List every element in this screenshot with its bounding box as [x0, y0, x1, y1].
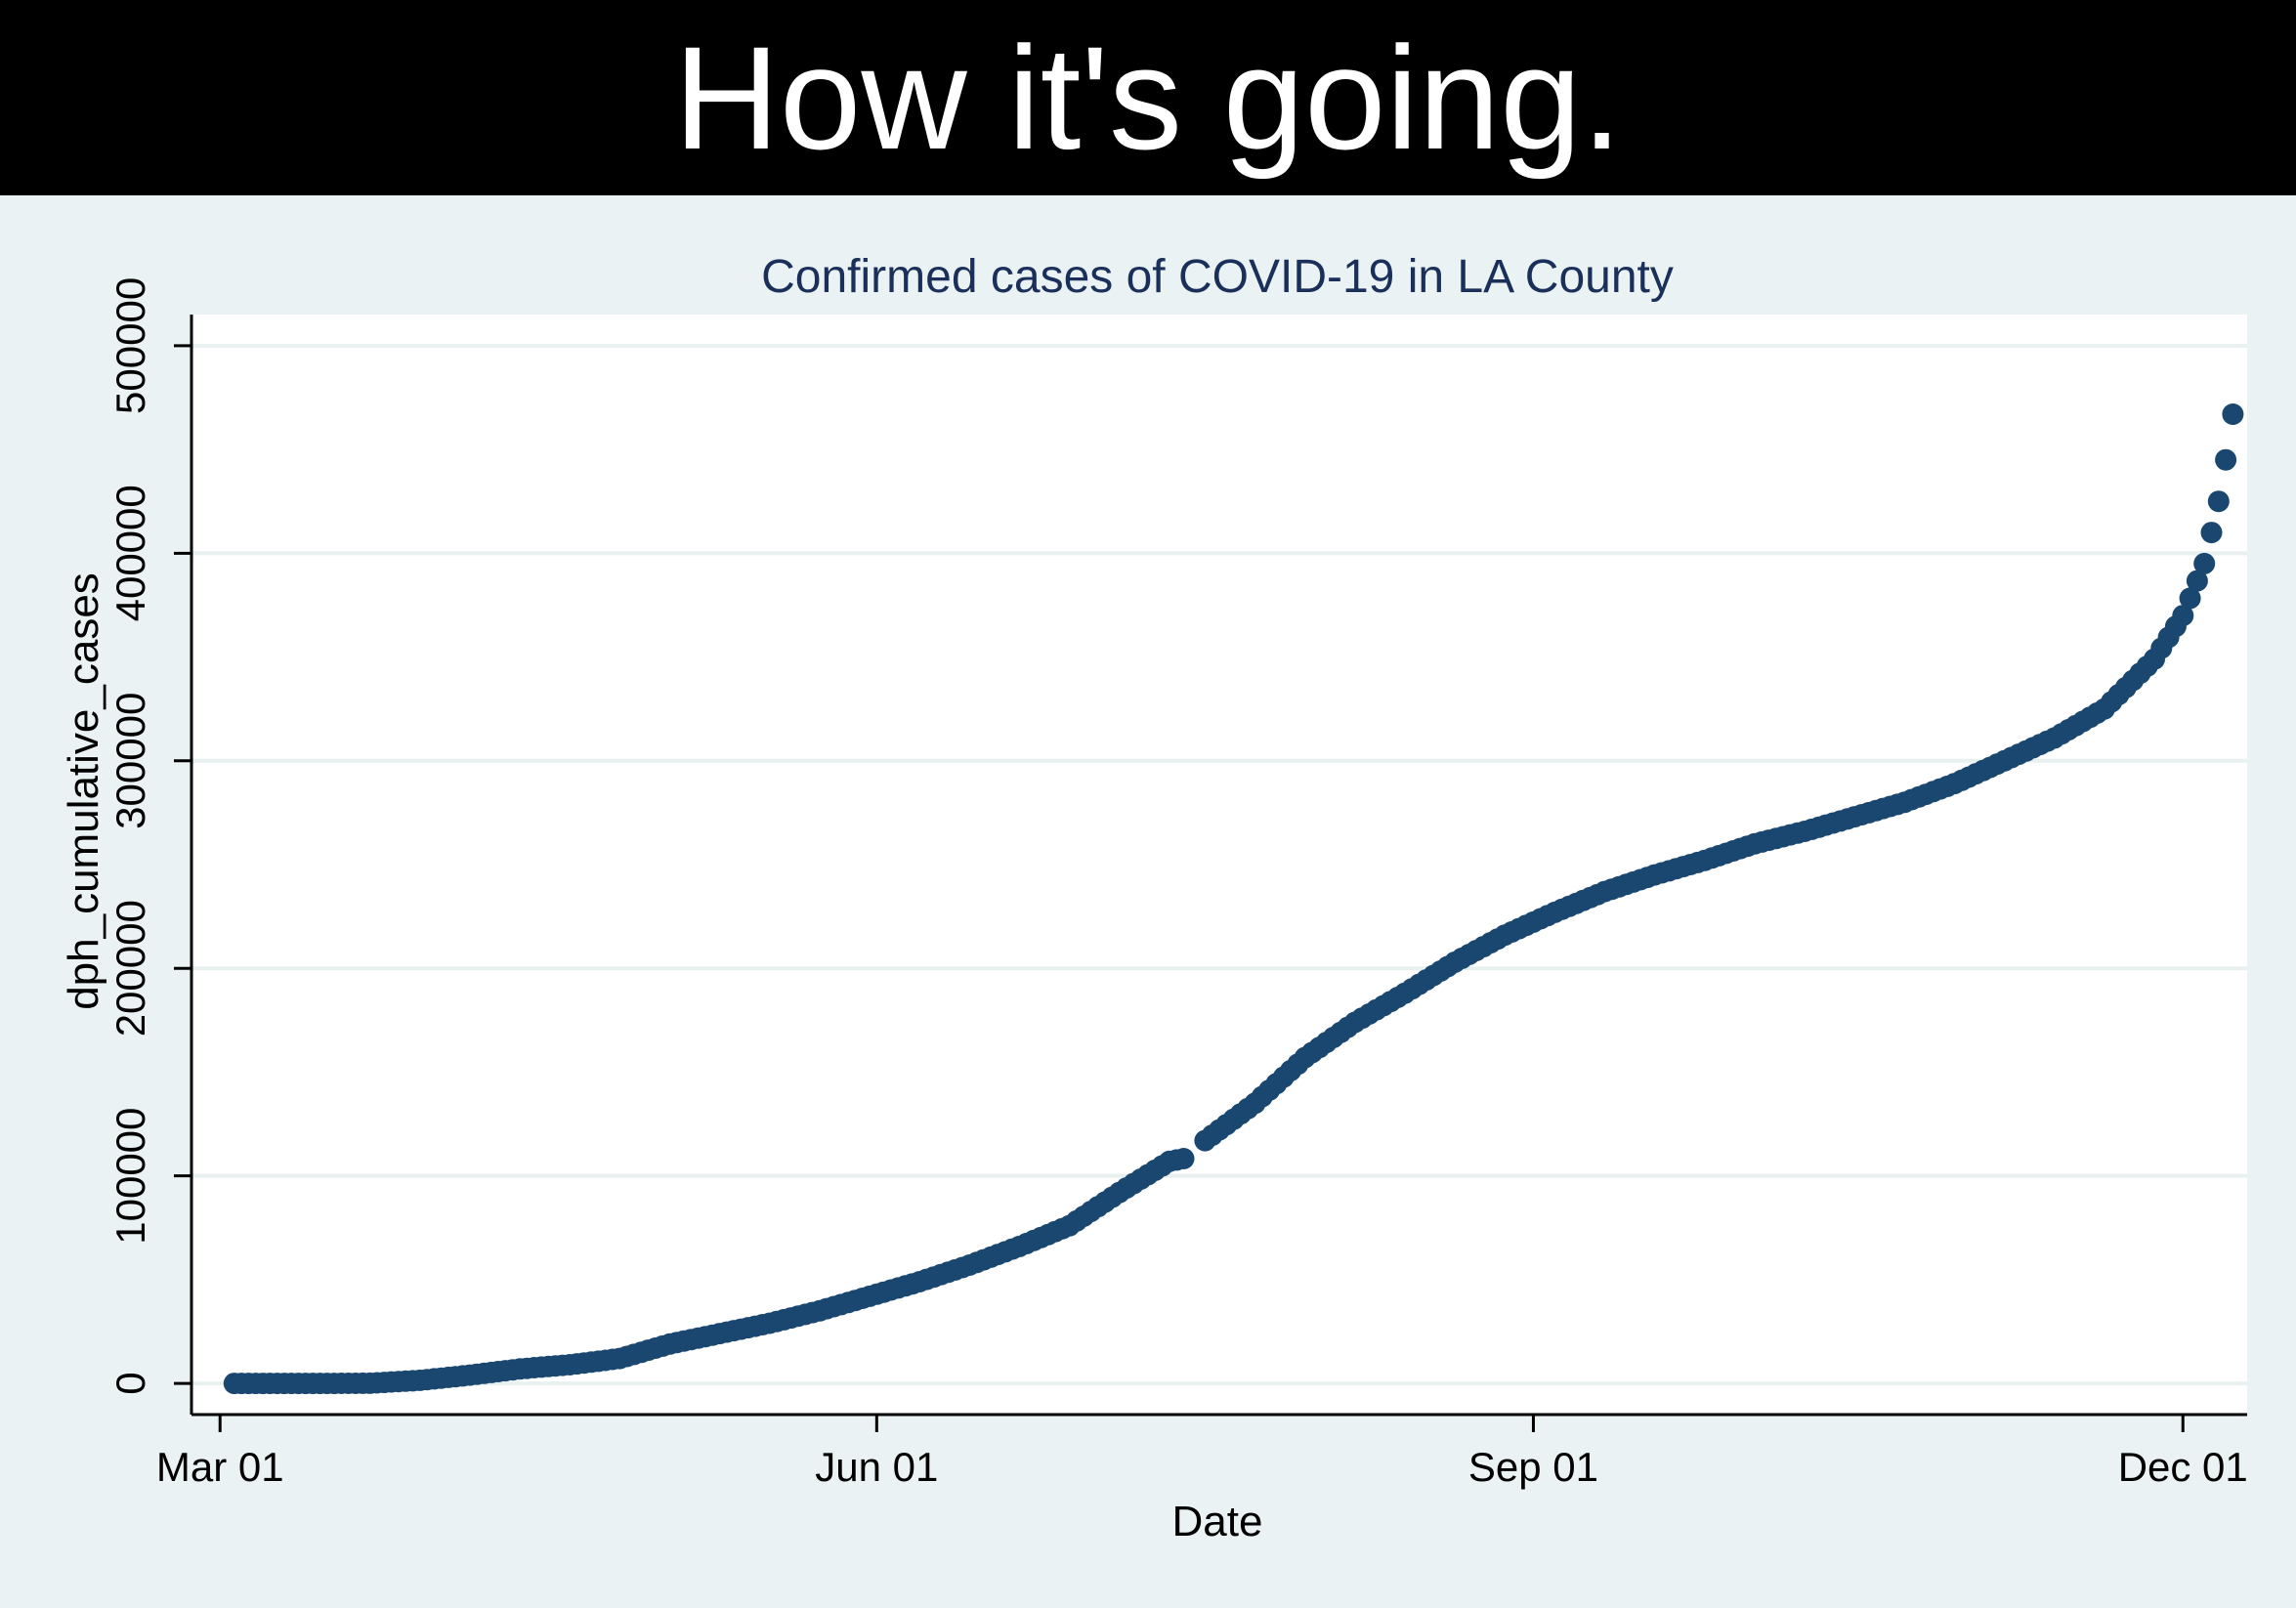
data-point: [2186, 570, 2208, 592]
y-tick-label: 0: [107, 1372, 153, 1394]
x-tick-label: Sep 01: [1468, 1444, 1598, 1490]
data-point: [2193, 552, 2216, 574]
x-axis-ticks: Mar 01 Jun 01 Sep 01 Dec 01: [156, 1415, 2248, 1490]
data-point: [2172, 605, 2194, 627]
x-tick-label: Mar 01: [156, 1444, 284, 1490]
chart-title: Confirmed cases of COVID-19 in LA County: [761, 251, 1674, 303]
gridlines: [191, 343, 2247, 1386]
data-point: [2200, 522, 2223, 544]
x-axis-title: Date: [1172, 1498, 1263, 1545]
y-tick-label: 100000: [107, 1108, 153, 1245]
banner-text: How it's going.: [673, 16, 1623, 180]
y-tick-label: 200000: [107, 900, 153, 1037]
x-tick-label: Jun 01: [815, 1444, 938, 1490]
y-tick-label: 500000: [107, 277, 153, 414]
title-banner: How it's going.: [0, 0, 2296, 195]
data-markers: [223, 403, 2244, 1395]
data-point: [2207, 490, 2230, 513]
y-axis-ticks: 0 100000 200000 300000 400000 500000: [107, 277, 191, 1395]
plot-area: [191, 315, 2247, 1415]
y-axis-title: dph_cumulative_cases: [60, 572, 107, 1010]
data-point: [2215, 448, 2237, 471]
x-tick-label: Dec 01: [2118, 1444, 2248, 1490]
y-tick-label: 400000: [107, 485, 153, 621]
data-point: [2179, 587, 2201, 610]
y-tick-label: 300000: [107, 693, 153, 829]
data-point: [2222, 403, 2244, 425]
data-point: [1172, 1148, 1195, 1169]
